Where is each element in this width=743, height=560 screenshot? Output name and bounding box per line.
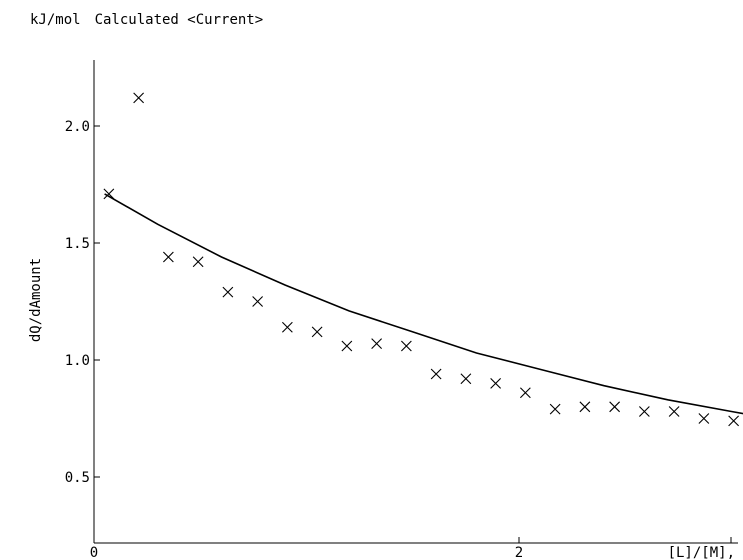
data-point-marker <box>311 326 323 338</box>
chart-title: Calculated <Current> <box>94 12 264 28</box>
data-point-marker <box>430 368 442 380</box>
data-point-marker <box>103 188 115 200</box>
data-point-marker <box>341 340 353 352</box>
data-point-marker <box>162 251 174 263</box>
data-point-marker <box>490 378 502 389</box>
data-point-marker <box>133 92 145 104</box>
data-point-marker <box>668 406 680 417</box>
data-point-marker <box>192 256 204 268</box>
y-axis-label: dQ/dAmount <box>28 258 44 342</box>
data-point-marker <box>222 286 234 298</box>
data-point-marker <box>519 387 531 399</box>
x-tick-label: 2 <box>515 545 523 560</box>
data-point-marker <box>579 401 591 413</box>
data-point-marker <box>698 413 710 424</box>
data-point-marker <box>400 340 412 352</box>
chart-header: kJ/mol Calculated <Current> <box>30 12 277 28</box>
x-tick-label: 0 <box>90 545 98 560</box>
y-tick-label: 0.5 <box>65 470 90 486</box>
data-point-marker <box>252 296 264 307</box>
fit-curve-line <box>104 193 743 415</box>
data-point-marker <box>728 415 740 427</box>
data-point-marker <box>371 338 383 350</box>
data-point-marker <box>609 401 621 413</box>
x-axis-label: [L]/[M], <box>668 545 735 560</box>
data-point-marker <box>638 406 650 417</box>
units-label: kJ/mol <box>30 12 81 28</box>
y-tick-label: 1.0 <box>65 353 90 369</box>
y-tick-label: 1.5 <box>65 236 90 252</box>
data-point-marker <box>460 373 472 385</box>
y-tick-label: 2.0 <box>65 119 90 135</box>
data-point-marker <box>281 321 293 333</box>
data-point-marker <box>549 403 561 415</box>
